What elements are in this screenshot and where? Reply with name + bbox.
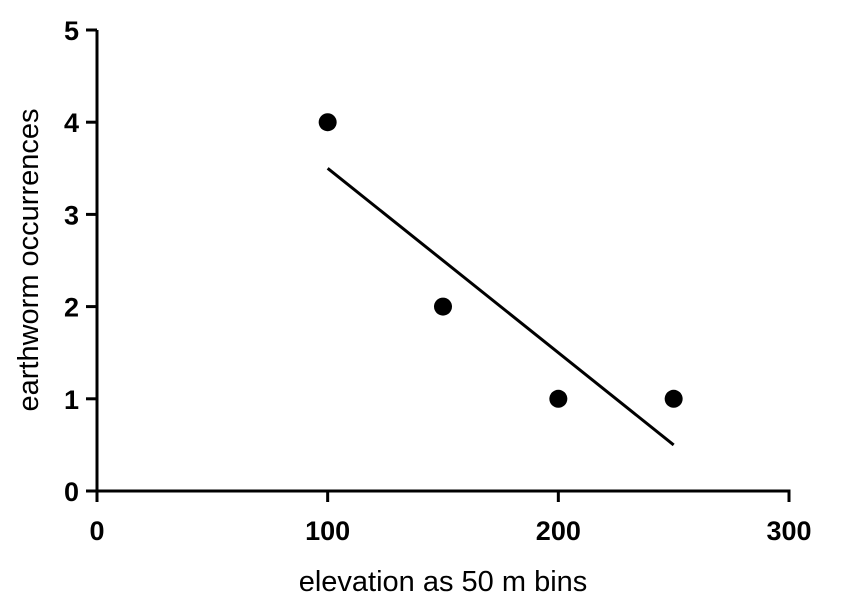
y-tick-label: 0	[64, 477, 79, 507]
data-points	[318, 113, 683, 408]
y-axis-title: earthworm occurrences	[13, 109, 45, 412]
tick-marks	[86, 28, 791, 502]
x-tick-label: 100	[305, 516, 350, 546]
fit-line-group	[326, 167, 675, 447]
y-tick-label: 4	[64, 108, 79, 138]
data-point	[318, 113, 337, 132]
y-tick-label: 3	[64, 200, 79, 230]
y-tick-label: 1	[64, 385, 79, 415]
data-point	[549, 389, 568, 408]
y-tick-label: 2	[64, 293, 79, 323]
data-point	[664, 389, 683, 408]
fit-line	[326, 167, 675, 447]
x-axis-title: elevation as 50 m bins	[299, 566, 588, 598]
x-tick-label: 200	[536, 516, 581, 546]
data-point	[434, 297, 452, 316]
x-tick-label: 300	[766, 516, 811, 546]
tick-labels: 0 100 200 300 0 1 2 3 4 5	[64, 16, 812, 546]
y-tick-label: 5	[64, 16, 79, 46]
axes	[95, 30, 791, 493]
x-tick-label: 0	[89, 516, 104, 546]
